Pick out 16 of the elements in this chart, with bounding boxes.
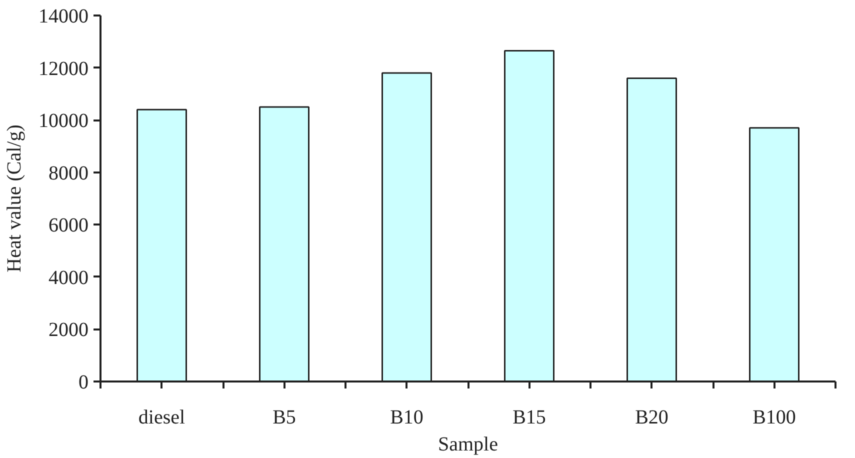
y-axis-title: Heat value (Cal/g) — [4, 124, 26, 272]
x-tick-label: B15 — [512, 406, 546, 428]
y-tick-label: 4000 — [48, 266, 88, 289]
y-tick-label: 0 — [78, 372, 88, 394]
y-tick-label: 8000 — [48, 162, 88, 184]
y-tick-label: 14000 — [38, 6, 88, 28]
x-tick-label: B10 — [390, 406, 424, 428]
x-tick-label: B5 — [272, 406, 296, 428]
y-tick-label: 6000 — [48, 214, 88, 237]
x-tick-label: B20 — [635, 406, 668, 428]
x-axis-title: Sample — [438, 434, 498, 456]
x-tick-label: diesel — [138, 406, 186, 428]
y-tick-label: 10000 — [38, 110, 88, 132]
y-tick-label: 12000 — [38, 58, 88, 80]
x-tick-label: B100 — [752, 406, 796, 428]
y-tick-label: 2000 — [48, 319, 88, 342]
